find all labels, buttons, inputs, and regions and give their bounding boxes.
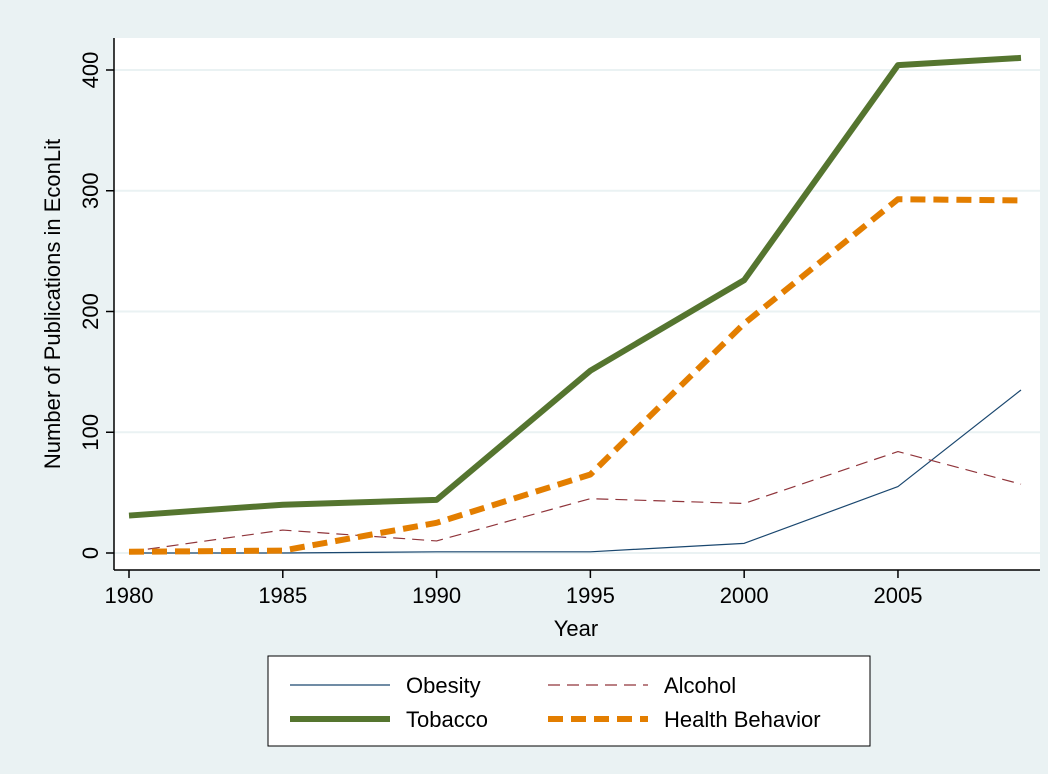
x-tick-label: 2005 (873, 583, 922, 608)
y-tick-label: 300 (78, 172, 103, 209)
x-axis-label: Year (554, 616, 598, 641)
series-layer (128, 54, 1022, 555)
y-tick-label: 200 (78, 293, 103, 330)
series-alcohol-line (128, 450, 1022, 553)
x-tick-label: 1995 (566, 583, 615, 608)
x-tick-label: 2000 (720, 583, 769, 608)
series-obesity-line (129, 389, 1022, 554)
plot-area (114, 38, 1040, 570)
series-health-behavior-line (128, 196, 1022, 555)
legend-box (267, 655, 871, 747)
legend-label-health-behavior: Health Behavior (664, 707, 821, 732)
legend-label-tobacco: Tobacco (406, 707, 488, 732)
y-tick-label: 0 (78, 547, 103, 559)
x-tick-label: 1985 (258, 583, 307, 608)
axes: 0 100 200 300 400 1980 1985 1990 1995 2000 2005 (78, 38, 1040, 608)
legend-label-alcohol: Alcohol (664, 673, 736, 698)
x-tick-label: 1980 (105, 583, 154, 608)
y-axis-label: Number of Publications in EconLit (40, 139, 65, 469)
legend-label-obesity: Obesity (406, 673, 481, 698)
x-tick-label: 1990 (412, 583, 461, 608)
series-tobacco-line (128, 54, 1022, 519)
legend: Obesity Alcohol Tobacco Health Behavior (267, 655, 871, 747)
y-tick-label: 100 (78, 414, 103, 451)
y-tick-label: 400 (78, 52, 103, 89)
